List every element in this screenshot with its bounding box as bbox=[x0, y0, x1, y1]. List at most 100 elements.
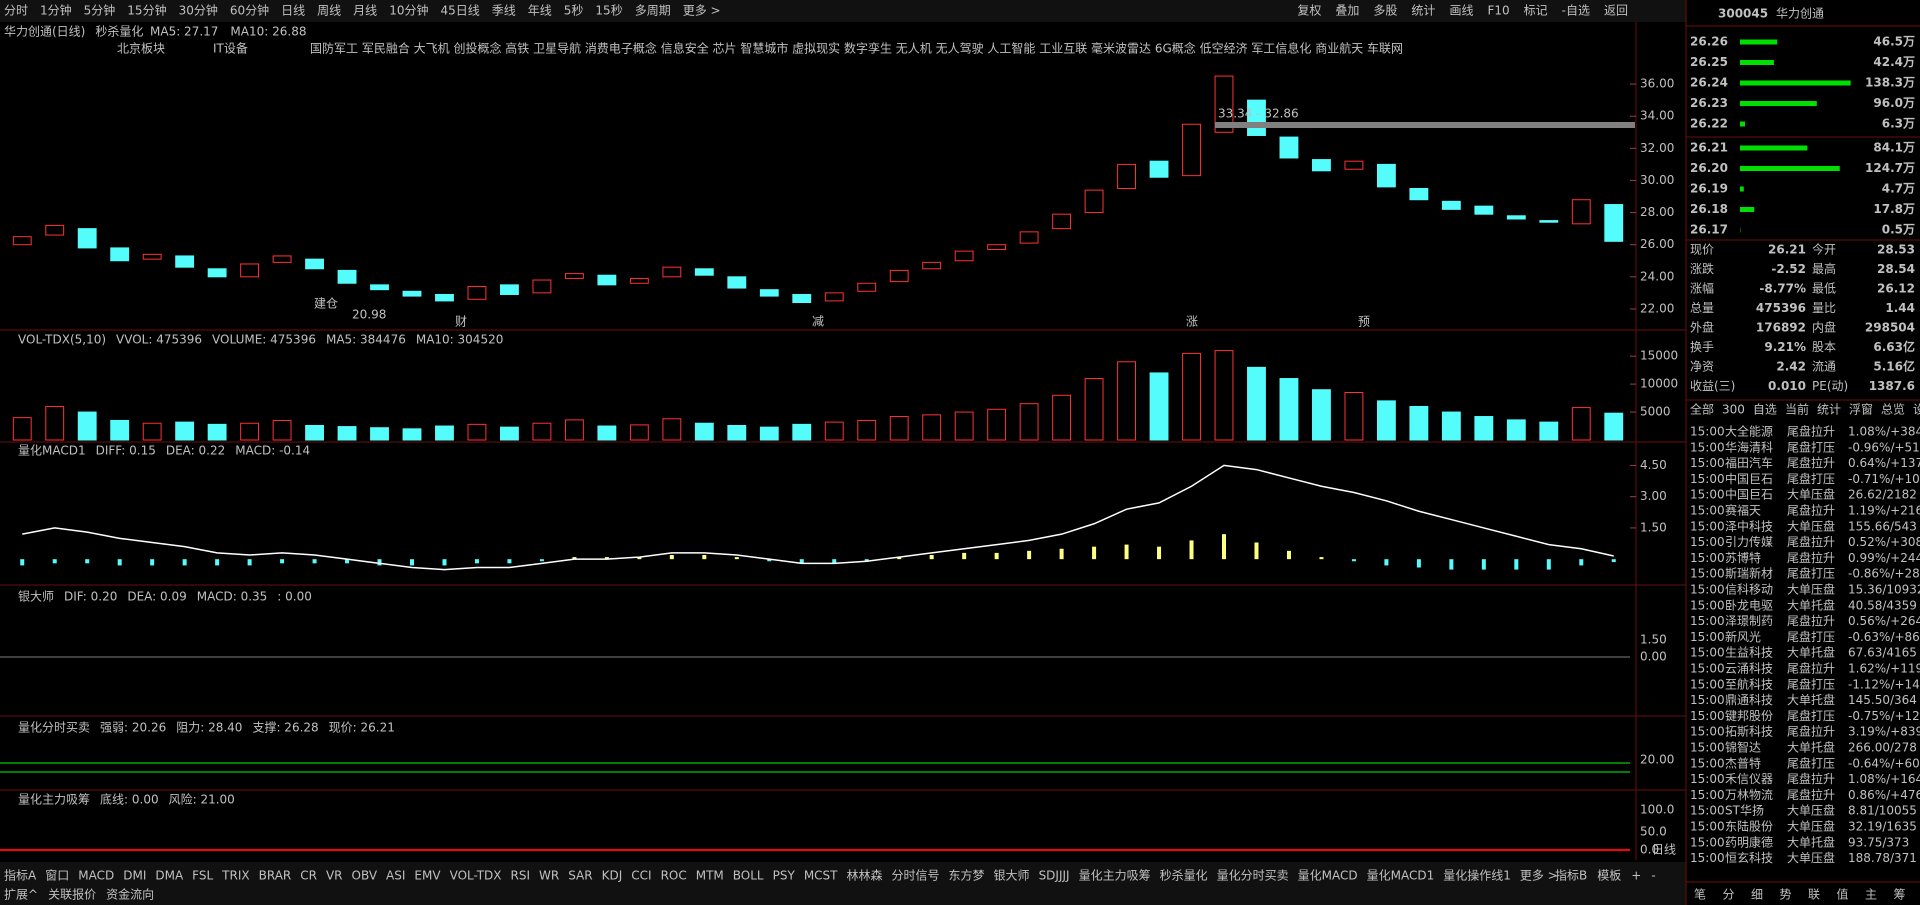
footer-button[interactable]: 关联报价 bbox=[48, 887, 96, 902]
panel-tab[interactable]: 300 bbox=[1722, 403, 1745, 417]
period-tab[interactable]: 日线 bbox=[281, 4, 305, 18]
indicator-tab[interactable]: MACD bbox=[78, 869, 114, 883]
panel-bottom-tab[interactable]: 筹 bbox=[1893, 888, 1905, 902]
feed-name[interactable]: 赛福天 bbox=[1725, 503, 1761, 518]
panel-tab[interactable]: 统计 bbox=[1817, 403, 1841, 417]
panel-tab[interactable]: 总览 bbox=[1881, 402, 1905, 417]
indicator-tab[interactable]: SDJJJJ bbox=[1039, 869, 1070, 883]
feed-name[interactable]: 中国巨石 bbox=[1725, 487, 1773, 502]
indicator-tab[interactable]: BRAR bbox=[259, 869, 292, 883]
feed-name[interactable]: 引力传媒 bbox=[1725, 534, 1773, 549]
feed-name[interactable]: 药明康德 bbox=[1725, 834, 1773, 849]
feed-name[interactable]: 中国巨石 bbox=[1725, 471, 1773, 486]
feed-name[interactable]: 杰普特 bbox=[1725, 755, 1761, 770]
feed-name[interactable]: 新风光 bbox=[1725, 629, 1761, 644]
indicator-tab[interactable]: RSI bbox=[511, 869, 531, 883]
period-tab[interactable]: 45日线 bbox=[440, 4, 479, 18]
feed-name[interactable]: 泽璟制药 bbox=[1725, 614, 1773, 628]
feed-name[interactable]: 云涌科技 bbox=[1725, 662, 1773, 676]
period-tab[interactable]: 30分钟 bbox=[179, 3, 218, 18]
tool-button[interactable]: 画线 bbox=[1449, 4, 1473, 18]
feed-name[interactable]: 生益科技 bbox=[1725, 646, 1773, 660]
period-tab[interactable]: 月线 bbox=[353, 4, 377, 18]
panel-bottom-tab[interactable]: 势 bbox=[1779, 888, 1791, 902]
indicator-tab[interactable]: WR bbox=[539, 869, 559, 883]
tab-tool[interactable]: - bbox=[1651, 869, 1655, 883]
feed-name[interactable]: 锦智达 bbox=[1725, 740, 1761, 755]
indicator-tab[interactable]: MTM bbox=[696, 869, 724, 883]
indicator-tab[interactable]: 窗口 bbox=[45, 869, 69, 883]
indicator-tab[interactable]: DMA bbox=[155, 869, 184, 883]
feed-name[interactable]: 至航科技 bbox=[1725, 676, 1773, 691]
period-tab[interactable]: 1分钟 bbox=[40, 3, 72, 18]
panel-tab[interactable]: 自选 bbox=[1753, 403, 1777, 417]
feed-name[interactable]: 苏博特 bbox=[1725, 550, 1761, 565]
indicator-tab[interactable]: EMV bbox=[414, 869, 441, 883]
period-tab[interactable]: 更多 > bbox=[683, 4, 721, 18]
feed-name[interactable]: 键邦股份 bbox=[1725, 709, 1773, 723]
tool-button[interactable]: 叠加 bbox=[1335, 4, 1359, 18]
indicator-tab[interactable]: SAR bbox=[568, 869, 592, 883]
period-tab[interactable]: 5分钟 bbox=[84, 3, 116, 18]
tab-tool[interactable]: 指标B bbox=[1555, 868, 1587, 883]
panel-tab[interactable]: 设置 bbox=[1913, 403, 1920, 417]
period-tab[interactable]: 分时 bbox=[4, 4, 28, 18]
tool-button[interactable]: 统计 bbox=[1411, 4, 1435, 18]
panel-bottom-tab[interactable]: 联 bbox=[1808, 888, 1820, 902]
period-tab[interactable]: 10分钟 bbox=[389, 3, 428, 18]
tool-button[interactable]: 多股 bbox=[1373, 4, 1397, 18]
period-tab[interactable]: 周线 bbox=[317, 4, 341, 18]
indicator-tab[interactable]: 量化主力吸筹 bbox=[1079, 869, 1151, 883]
indicator-tab[interactable]: 分时信号 bbox=[892, 869, 940, 883]
feed-name[interactable]: 禾信仪器 bbox=[1725, 772, 1773, 786]
indicator-tab[interactable]: TRIX bbox=[221, 869, 249, 883]
indicator-tab[interactable]: 量化MACD1 bbox=[1367, 869, 1435, 883]
indicator-tab[interactable]: 量化MACD bbox=[1298, 869, 1358, 883]
tab-tool[interactable]: + bbox=[1631, 869, 1641, 883]
indicator-tab[interactable]: ASI bbox=[386, 869, 405, 883]
tool-button[interactable]: -自选 bbox=[1562, 4, 1590, 18]
indicator-tab[interactable]: OBV bbox=[352, 869, 378, 883]
footer-button[interactable]: 扩展^ bbox=[4, 888, 38, 902]
indicator-tab[interactable]: CR bbox=[300, 869, 317, 883]
indicator-tab[interactable]: VOL-TDX bbox=[450, 869, 502, 883]
indicator-tab[interactable]: 银大师 bbox=[994, 869, 1030, 883]
feed-name[interactable]: 斯瑞新材 bbox=[1725, 566, 1773, 581]
indicator-tab[interactable]: PSY bbox=[773, 869, 796, 883]
panel-bottom-tab[interactable]: 细 bbox=[1751, 888, 1763, 902]
indicator-tab[interactable]: 更多 > bbox=[1520, 869, 1558, 883]
panel-bottom-tab[interactable]: 笔 bbox=[1694, 887, 1706, 902]
feed-name[interactable]: 大全能源 bbox=[1725, 424, 1773, 439]
indicator-tab[interactable]: VR bbox=[326, 869, 343, 883]
tool-button[interactable]: 标记 bbox=[1524, 4, 1548, 18]
indicator-tab[interactable]: BOLL bbox=[733, 869, 764, 883]
panel-bottom-tab[interactable]: 值 bbox=[1836, 887, 1848, 902]
panel-tab[interactable]: 当前 bbox=[1785, 402, 1809, 417]
panel-tab[interactable]: 全部 bbox=[1690, 402, 1714, 417]
period-tab[interactable]: 5秒 bbox=[564, 4, 584, 18]
indicator-tab[interactable]: 东方梦 bbox=[949, 868, 985, 883]
feed-name[interactable]: 恒玄科技 bbox=[1725, 850, 1773, 865]
indicator-tab[interactable]: CCI bbox=[631, 869, 651, 883]
feed-name[interactable]: 鼎通科技 bbox=[1725, 693, 1773, 707]
panel-bottom-tab[interactable]: 主 bbox=[1865, 888, 1877, 902]
feed-name[interactable]: 福田汽车 bbox=[1725, 455, 1773, 470]
indicator-tab[interactable]: 量化分时买卖 bbox=[1217, 869, 1289, 883]
feed-name[interactable]: 拓斯科技 bbox=[1725, 725, 1773, 739]
indicator-tab[interactable]: KDJ bbox=[602, 869, 623, 883]
indicator-tab[interactable]: ROC bbox=[661, 869, 687, 883]
period-tab[interactable]: 60分钟 bbox=[230, 3, 269, 18]
indicator-tab[interactable]: MCST bbox=[804, 869, 838, 883]
footer-button[interactable]: 资金流向 bbox=[106, 887, 154, 902]
indicator-tab[interactable]: DMI bbox=[123, 869, 146, 883]
tool-button[interactable]: 返回 bbox=[1604, 4, 1628, 18]
period-tab[interactable]: 15分钟 bbox=[127, 3, 166, 18]
panel-bottom-tab[interactable]: 分 bbox=[1722, 888, 1734, 902]
tool-button[interactable]: 复权 bbox=[1297, 4, 1321, 18]
indicator-tab[interactable]: FSL bbox=[192, 869, 213, 883]
feed-name[interactable]: ST华扬 bbox=[1725, 803, 1764, 818]
indicator-tab[interactable]: 指标A bbox=[4, 868, 37, 883]
indicator-tab[interactable]: 量化操作线1 bbox=[1443, 868, 1511, 883]
panel-tab[interactable]: 浮窗 bbox=[1849, 403, 1873, 417]
feed-name[interactable]: 万林物流 bbox=[1725, 788, 1773, 802]
